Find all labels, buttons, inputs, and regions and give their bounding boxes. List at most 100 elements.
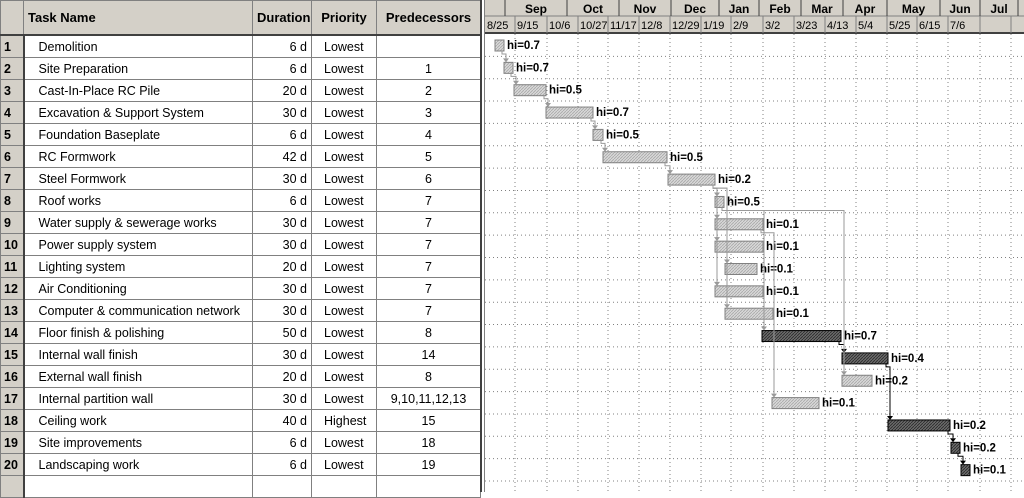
table-row[interactable]: 5 Foundation Baseplate 6 d Lowest 4 <box>0 123 481 146</box>
duration-cell[interactable]: 30 d <box>252 387 312 410</box>
table-row[interactable]: 9 Water supply & sewerage works 30 d Lowest… <box>0 211 481 234</box>
empty-cell[interactable] <box>23 475 253 498</box>
row-number[interactable]: 3 <box>0 79 25 102</box>
duration-cell[interactable]: 30 d <box>252 299 312 322</box>
table-row[interactable]: 12 Air Conditioning 30 d Lowest 7 <box>0 277 481 300</box>
column-header-task-name[interactable]: Task Name <box>23 0 253 36</box>
table-row[interactable]: 6 RC Formwork 42 d Lowest 5 <box>0 145 481 168</box>
task-name-cell[interactable]: Computer & communication network <box>23 299 253 322</box>
task-bar[interactable] <box>503 61 514 74</box>
predecessors-cell[interactable] <box>376 34 481 58</box>
row-number[interactable]: 19 <box>0 431 25 454</box>
duration-cell[interactable]: 20 d <box>252 255 312 278</box>
row-number[interactable]: 13 <box>0 299 25 322</box>
predecessors-cell[interactable]: 7 <box>376 233 481 256</box>
task-name-cell[interactable]: Roof works <box>23 189 253 212</box>
duration-cell[interactable]: 6 d <box>252 57 312 80</box>
table-row[interactable]: 18 Ceiling work 40 d Highest 15 <box>0 409 481 432</box>
table-row[interactable]: 10 Power supply system 30 d Lowest 7 <box>0 233 481 256</box>
predecessors-cell[interactable]: 5 <box>376 145 481 168</box>
task-bar[interactable] <box>714 285 764 298</box>
priority-cell[interactable]: Lowest <box>311 453 377 476</box>
task-bar[interactable] <box>761 330 842 343</box>
column-header-duration[interactable]: Duration <box>252 0 312 36</box>
table-row[interactable]: 3 Cast-In-Place RC Pile 20 d Lowest 2 <box>0 79 481 102</box>
predecessors-cell[interactable]: 7 <box>376 255 481 278</box>
table-row[interactable]: 11 Lighting system 20 d Lowest 7 <box>0 255 481 278</box>
duration-cell[interactable]: 42 d <box>252 145 312 168</box>
empty-cell[interactable] <box>311 475 377 498</box>
row-number[interactable]: 14 <box>0 321 25 344</box>
table-row[interactable]: 13 Computer & communication network 30 d Lo… <box>0 299 481 322</box>
table-row[interactable]: 16 External wall finish 20 d Lowest 8 <box>0 365 481 388</box>
table-row[interactable]: 14 Floor finish & polishing 50 d Lowest 8 <box>0 321 481 344</box>
task-name-cell[interactable]: Site improvements <box>23 431 253 454</box>
table-row[interactable]: 19 Site improvements 6 d Lowest 18 <box>0 431 481 454</box>
row-number[interactable]: 17 <box>0 387 25 410</box>
row-number[interactable]: 18 <box>0 409 25 432</box>
task-bar[interactable] <box>513 84 547 97</box>
task-bar[interactable] <box>724 263 758 275</box>
task-bar[interactable] <box>602 151 668 164</box>
column-header-priority[interactable]: Priority <box>311 0 377 36</box>
priority-cell[interactable]: Lowest <box>311 299 377 322</box>
priority-cell[interactable]: Lowest <box>311 255 377 278</box>
row-number[interactable]: 20 <box>0 453 25 476</box>
priority-cell[interactable]: Lowest <box>311 387 377 410</box>
task-name-cell[interactable]: Floor finish & polishing <box>23 321 253 344</box>
task-bar[interactable] <box>841 352 889 365</box>
priority-cell[interactable]: Lowest <box>311 79 377 102</box>
table-row-empty[interactable] <box>0 475 481 498</box>
row-number[interactable]: 15 <box>0 343 25 366</box>
task-name-cell[interactable]: Site Preparation <box>23 57 253 80</box>
row-number[interactable]: 6 <box>0 145 25 168</box>
priority-cell[interactable]: Lowest <box>311 123 377 146</box>
duration-cell[interactable]: 30 d <box>252 101 312 124</box>
task-bar[interactable] <box>724 307 774 320</box>
predecessors-cell[interactable]: 2 <box>376 79 481 102</box>
task-bar[interactable] <box>667 173 716 186</box>
select-all-corner[interactable] <box>0 0 24 36</box>
priority-cell[interactable]: Lowest <box>311 189 377 212</box>
row-number[interactable]: 5 <box>0 123 25 146</box>
predecessors-cell[interactable]: 8 <box>376 365 481 388</box>
duration-cell[interactable]: 30 d <box>252 277 312 300</box>
row-number[interactable]: 8 <box>0 189 25 212</box>
priority-cell[interactable]: Lowest <box>311 365 377 388</box>
row-number[interactable]: 10 <box>0 233 25 256</box>
priority-cell[interactable]: Lowest <box>311 343 377 366</box>
task-name-cell[interactable]: Steel Formwork <box>23 167 253 190</box>
table-row[interactable]: 15 Internal wall finish 30 d Lowest 14 <box>0 343 481 366</box>
row-number[interactable]: 16 <box>0 365 25 388</box>
priority-cell[interactable]: Lowest <box>311 211 377 234</box>
column-header-predecessors[interactable]: Predecessors <box>376 0 481 36</box>
row-number[interactable]: 9 <box>0 211 25 234</box>
task-bar[interactable] <box>887 419 951 432</box>
duration-cell[interactable]: 20 d <box>252 79 312 102</box>
predecessors-cell[interactable]: 7 <box>376 211 481 234</box>
task-name-cell[interactable]: Air Conditioning <box>23 277 253 300</box>
task-name-cell[interactable]: Foundation Baseplate <box>23 123 253 146</box>
task-bar[interactable] <box>714 218 764 231</box>
duration-cell[interactable]: 40 d <box>252 409 312 432</box>
row-number[interactable]: 1 <box>0 34 25 58</box>
task-name-cell[interactable]: Lighting system <box>23 255 253 278</box>
priority-cell[interactable]: Highest <box>311 409 377 432</box>
predecessors-cell[interactable]: 1 <box>376 57 481 80</box>
table-row[interactable]: 7 Steel Formwork 30 d Lowest 6 <box>0 167 481 190</box>
duration-cell[interactable]: 30 d <box>252 167 312 190</box>
row-number[interactable]: 4 <box>0 101 25 124</box>
predecessors-cell[interactable]: 3 <box>376 101 481 124</box>
task-bar[interactable] <box>950 441 961 454</box>
task-bar[interactable] <box>841 374 873 387</box>
task-name-cell[interactable]: Ceiling work <box>23 409 253 432</box>
predecessors-cell[interactable]: 7 <box>376 189 481 212</box>
table-row[interactable]: 2 Site Preparation 6 d Lowest 1 <box>0 57 481 80</box>
table-row[interactable]: 8 Roof works 6 d Lowest 7 <box>0 189 481 212</box>
task-name-cell[interactable]: Water supply & sewerage works <box>23 211 253 234</box>
priority-cell[interactable]: Lowest <box>311 233 377 256</box>
row-number[interactable]: 12 <box>0 277 25 300</box>
task-name-cell[interactable]: Internal partition wall <box>23 387 253 410</box>
duration-cell[interactable]: 6 d <box>252 123 312 146</box>
predecessors-cell[interactable]: 9,10,11,12,13 <box>376 387 481 410</box>
